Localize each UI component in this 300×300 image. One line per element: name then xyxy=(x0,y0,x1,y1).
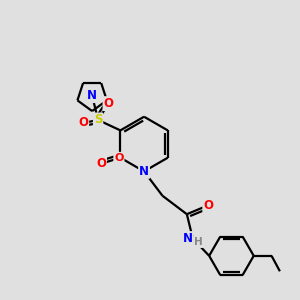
Text: O: O xyxy=(78,116,88,130)
Text: O: O xyxy=(103,97,113,110)
Text: N: N xyxy=(182,232,193,245)
Text: O: O xyxy=(203,199,213,212)
Text: N: N xyxy=(87,89,97,102)
Text: O: O xyxy=(96,157,106,170)
Text: O: O xyxy=(114,153,124,163)
Text: N: N xyxy=(139,165,149,178)
Text: H: H xyxy=(194,237,203,247)
Text: S: S xyxy=(94,113,102,127)
